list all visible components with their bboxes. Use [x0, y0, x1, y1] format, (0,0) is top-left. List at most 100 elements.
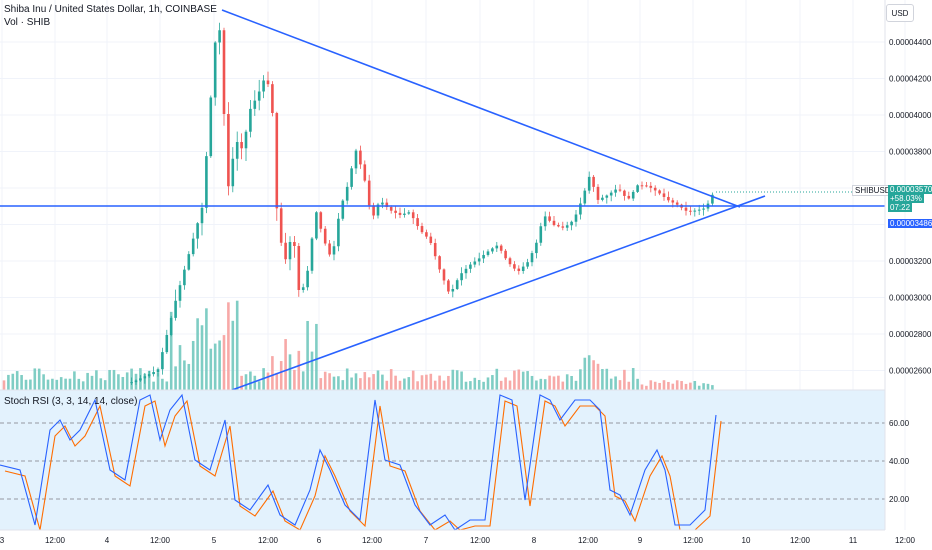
candle-body: [539, 226, 543, 243]
candle-body: [693, 210, 697, 212]
candle-body: [130, 382, 133, 384]
volume-bar: [271, 356, 274, 390]
candle-body: [649, 185, 653, 188]
volume-bar: [411, 370, 415, 390]
time-tick-label: 12:00: [470, 536, 491, 545]
volume-bar: [623, 369, 626, 390]
volume-bar: [46, 379, 50, 390]
price-tick-label: 0.00003800: [889, 148, 932, 157]
volume-bar: [460, 371, 463, 390]
volume-bar: [543, 379, 547, 390]
volume-bar: [59, 377, 63, 390]
time-tick-label: 12:00: [45, 536, 66, 545]
candle-body: [605, 195, 609, 198]
volume-bar: [491, 375, 494, 390]
volume-bar: [293, 369, 296, 390]
candle-body: [169, 317, 173, 335]
volume-bars: [2, 300, 714, 390]
volume-bar: [332, 376, 336, 390]
volume-bar: [275, 372, 279, 390]
volume-bar: [152, 381, 155, 390]
symbol-title[interactable]: Shiba Inu / United States Dollar, 1h, CO…: [4, 4, 217, 15]
candle-body: [381, 202, 384, 205]
volume-bar: [147, 370, 151, 390]
horizontal-line-price-badge: 0.00003486: [888, 219, 932, 228]
candle-body: [455, 280, 459, 289]
volume-bar: [425, 374, 428, 390]
candle-body: [618, 189, 622, 191]
volume-bar: [183, 360, 186, 390]
volume-bar: [337, 376, 340, 390]
candle-body: [156, 369, 160, 373]
stoch-rsi-label[interactable]: Stoch RSI (3, 3, 14, 14, close): [4, 396, 138, 407]
currency-button[interactable]: USD: [886, 4, 914, 22]
candle-body: [337, 218, 340, 247]
candle-body: [548, 216, 551, 221]
time-tick-label: 12:00: [150, 536, 171, 545]
candle-body: [530, 253, 534, 263]
change-percent-badge: +58.03%: [888, 194, 924, 203]
time-tick-label: 8: [532, 536, 537, 545]
candle-body: [345, 186, 349, 201]
volume-bar: [108, 369, 111, 390]
candle-body: [464, 268, 468, 274]
candle-body: [288, 242, 292, 260]
candle-body: [429, 236, 433, 243]
volume-bar: [539, 378, 543, 390]
candle-body: [231, 158, 235, 187]
volume-bar: [165, 381, 169, 390]
volume-bar: [535, 380, 538, 390]
candle-body: [491, 248, 494, 252]
volume-bar: [552, 376, 556, 390]
candle-body: [640, 185, 644, 187]
volume-bar: [125, 372, 129, 390]
volume-bar: [213, 343, 217, 390]
volume-bar: [209, 348, 213, 390]
volume-bar: [526, 371, 529, 390]
candle-body: [354, 150, 358, 169]
volume-bar: [297, 350, 301, 390]
last-price-badge: 0.00003570: [888, 185, 932, 194]
volume-indicator-label[interactable]: Vol · SHIB: [4, 17, 51, 28]
volume-bar: [473, 377, 477, 390]
candle-body: [535, 242, 538, 254]
candle-body: [526, 262, 529, 267]
volume-bar: [671, 383, 675, 390]
time-tick-label: 12:00: [683, 536, 704, 545]
volume-bar: [178, 345, 182, 390]
volume-bar: [319, 378, 323, 390]
candle-body: [323, 228, 327, 244]
volume-bar: [557, 375, 560, 390]
volume-bar: [2, 380, 6, 390]
price-tick-label: 0.00004000: [889, 111, 932, 120]
volume-bar: [249, 371, 252, 390]
candle-body: [636, 185, 639, 192]
volume-bar: [561, 381, 565, 390]
volume-bar: [693, 380, 697, 390]
volume-bar: [323, 371, 327, 390]
volume-bar: [504, 377, 507, 390]
time-tick-label: 9: [638, 536, 643, 545]
price-tick-label: 0.00003200: [889, 257, 932, 266]
volume-bar: [662, 380, 666, 390]
volume-bar: [20, 375, 23, 390]
candle-body: [249, 108, 252, 132]
volume-bar: [315, 323, 318, 390]
volume-bar: [438, 375, 441, 390]
volume-bar: [218, 340, 221, 390]
volume-bar: [407, 377, 411, 390]
candle-body: [183, 269, 186, 286]
volume-bar: [658, 382, 661, 390]
candle-body: [438, 256, 441, 270]
candle-body: [235, 142, 239, 159]
volume-bar: [592, 360, 595, 390]
volume-bar: [447, 375, 450, 390]
candle-body: [315, 212, 318, 239]
candle-body: [473, 261, 477, 265]
volume-bar: [103, 380, 107, 390]
candle-body: [667, 196, 670, 201]
candle-body: [398, 212, 402, 215]
trendline-drawings[interactable]: [0, 9, 885, 391]
candle-body: [570, 221, 573, 226]
